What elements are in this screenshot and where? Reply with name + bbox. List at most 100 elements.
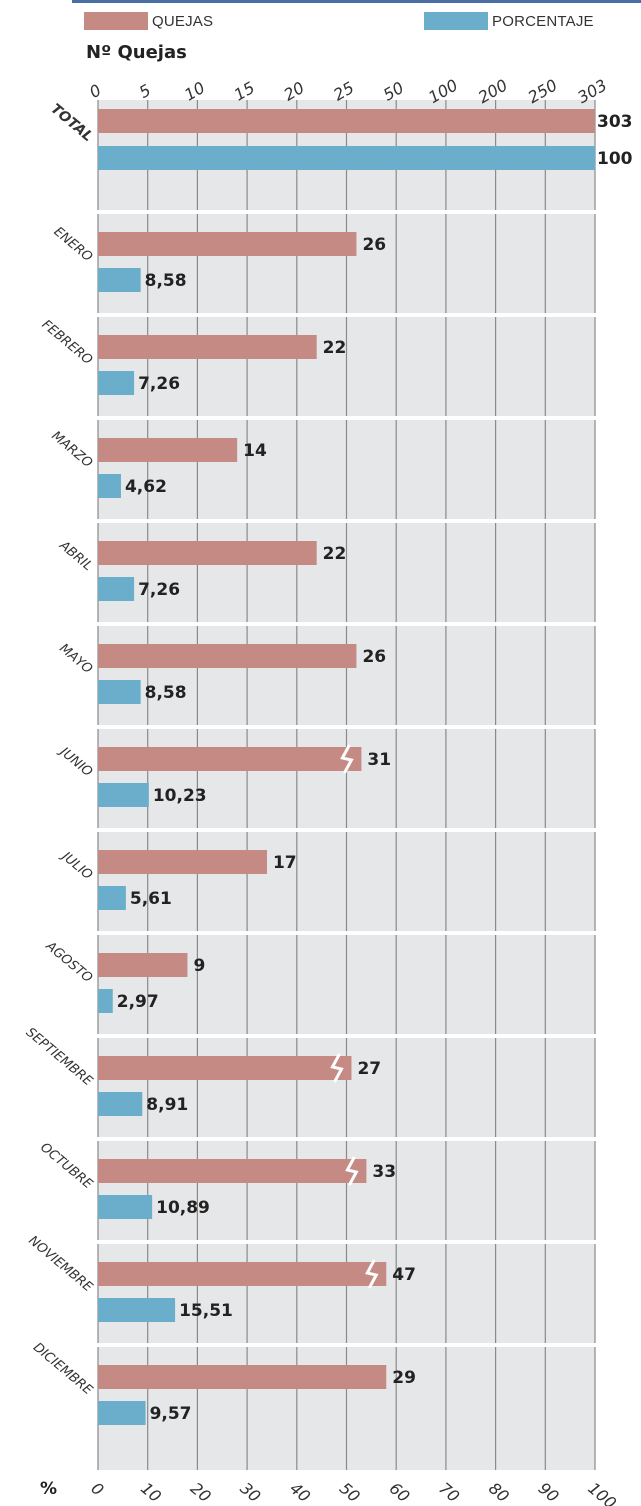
label-quejas-septiembre: 27 xyxy=(357,1059,381,1079)
label-porcentaje-septiembre: 8,91 xyxy=(146,1095,188,1115)
row-separator xyxy=(92,313,601,317)
bar-porcentaje-febrero xyxy=(98,371,135,395)
label-quejas-octubre: 33 xyxy=(372,1162,396,1182)
bar-quejas-mayo xyxy=(98,644,357,668)
category-label-febrero: FEBRERO xyxy=(39,317,95,368)
bar-quejas-noviembre xyxy=(98,1262,387,1286)
bar-porcentaje-septiembre xyxy=(98,1092,143,1116)
bar-quejas-febrero xyxy=(98,335,317,359)
bottom-tick-label: 0 xyxy=(87,1479,107,1500)
axis-break-icon xyxy=(364,1259,379,1289)
category-label-mayo: MAYO xyxy=(56,641,95,677)
bar-porcentaje-abril xyxy=(98,577,135,601)
bar-porcentaje-diciembre xyxy=(98,1401,146,1425)
bottom-tick-label: 100 xyxy=(584,1479,620,1506)
top-tick-label: 5 xyxy=(136,80,154,102)
top-axis-title: Nº Quejas xyxy=(86,42,187,63)
category-label-total: TOTAL xyxy=(47,101,95,145)
bar-quejas-diciembre xyxy=(98,1365,387,1389)
bottom-tick-label: 30 xyxy=(237,1479,265,1506)
category-label-enero: ENERO xyxy=(51,224,95,265)
legend-porcentaje-swatch xyxy=(424,12,488,30)
axis-break-icon xyxy=(330,1053,344,1083)
bar-quejas-junio xyxy=(98,747,362,771)
bottom-tick-label: 90 xyxy=(535,1479,563,1506)
bar-quejas-enero xyxy=(98,232,357,256)
bar-quejas-agosto xyxy=(98,953,188,977)
label-quejas-junio: 31 xyxy=(367,750,391,770)
bottom-tick-label: 10 xyxy=(137,1479,165,1506)
bar-porcentaje-octubre xyxy=(98,1195,153,1219)
bar-porcentaje-noviembre xyxy=(98,1298,176,1322)
row-separator xyxy=(92,725,601,729)
category-label-diciembre: DICIEMBRE xyxy=(30,1340,96,1399)
bar-porcentaje-total xyxy=(98,146,595,170)
bar-quejas-octubre xyxy=(98,1159,367,1183)
legend-porcentaje-label: PORCENTAJE xyxy=(492,12,594,30)
row-separator xyxy=(92,622,601,626)
row-separator xyxy=(92,210,601,214)
bottom-axis-label: % xyxy=(40,1479,57,1499)
label-porcentaje-junio: 10,23 xyxy=(153,786,207,806)
bar-porcentaje-junio xyxy=(98,783,149,807)
legend-quejas-swatch xyxy=(84,12,148,30)
bar-porcentaje-mayo xyxy=(98,680,141,704)
label-porcentaje-febrero: 7,26 xyxy=(138,374,180,394)
legend-porcentaje: PORCENTAJE xyxy=(424,10,594,32)
bottom-tick-label: 70 xyxy=(435,1479,463,1506)
label-quejas-agosto: 9 xyxy=(193,956,205,976)
label-porcentaje-enero: 8,58 xyxy=(145,271,187,291)
row-separator xyxy=(92,931,601,935)
top-rule xyxy=(72,0,641,3)
label-porcentaje-agosto: 2,97 xyxy=(117,992,159,1012)
label-porcentaje-mayo: 8,58 xyxy=(145,683,187,703)
label-porcentaje-marzo: 4,62 xyxy=(125,477,167,497)
label-porcentaje-abril: 7,26 xyxy=(138,580,180,600)
label-porcentaje-noviembre: 15,51 xyxy=(179,1301,233,1321)
bar-quejas-septiembre xyxy=(98,1056,352,1080)
category-label-marzo: MARZO xyxy=(48,429,95,472)
bar-porcentaje-julio xyxy=(98,886,126,910)
label-quejas-marzo: 14 xyxy=(243,441,267,461)
label-porcentaje-total: 100 xyxy=(597,149,633,169)
label-porcentaje-diciembre: 9,57 xyxy=(150,1404,192,1424)
label-quejas-noviembre: 47 xyxy=(392,1265,416,1285)
category-label-noviembre: NOVIEMBRE xyxy=(25,1233,95,1295)
bottom-tick-label: 50 xyxy=(336,1479,364,1506)
category-label-septiembre: SEPTIEMBRE xyxy=(23,1025,96,1089)
label-porcentaje-octubre: 10,89 xyxy=(156,1198,210,1218)
label-quejas-diciembre: 29 xyxy=(392,1368,416,1388)
bottom-tick-label: 80 xyxy=(485,1479,513,1506)
row-separator xyxy=(92,519,601,523)
top-tick-label: 0 xyxy=(86,80,104,102)
legend-quejas: QUEJAS xyxy=(84,10,213,32)
bottom-tick-label: 20 xyxy=(187,1479,215,1506)
row-separator xyxy=(92,1137,601,1141)
row-separator xyxy=(92,416,601,420)
category-label-junio: JUNIO xyxy=(55,743,95,780)
bottom-tick-label: 60 xyxy=(386,1479,414,1506)
category-label-abril: ABRIL xyxy=(56,538,95,575)
label-porcentaje-julio: 5,61 xyxy=(130,889,172,909)
axis-break-icon xyxy=(340,744,354,774)
bar-quejas-marzo xyxy=(98,438,238,462)
bar-quejas-julio xyxy=(98,850,267,874)
bottom-tick-label: 40 xyxy=(286,1479,314,1506)
bar-porcentaje-enero xyxy=(98,268,141,292)
label-quejas-enero: 26 xyxy=(362,235,386,255)
row-separator xyxy=(92,1240,601,1244)
row-separator xyxy=(92,1343,601,1347)
legend-quejas-label: QUEJAS xyxy=(152,12,214,30)
label-quejas-julio: 17 xyxy=(273,853,297,873)
bar-quejas-total xyxy=(98,109,595,133)
category-label-octubre: OCTUBRE xyxy=(37,1140,95,1192)
bar-porcentaje-marzo xyxy=(98,474,121,498)
row-separator xyxy=(92,828,601,832)
label-quejas-abril: 22 xyxy=(323,544,347,564)
label-quejas-febrero: 22 xyxy=(323,338,347,358)
bar-porcentaje-agosto xyxy=(98,989,113,1013)
category-label-julio: JULIO xyxy=(57,847,96,883)
axis-break-icon xyxy=(345,1156,359,1186)
bar-quejas-abril xyxy=(98,541,317,565)
